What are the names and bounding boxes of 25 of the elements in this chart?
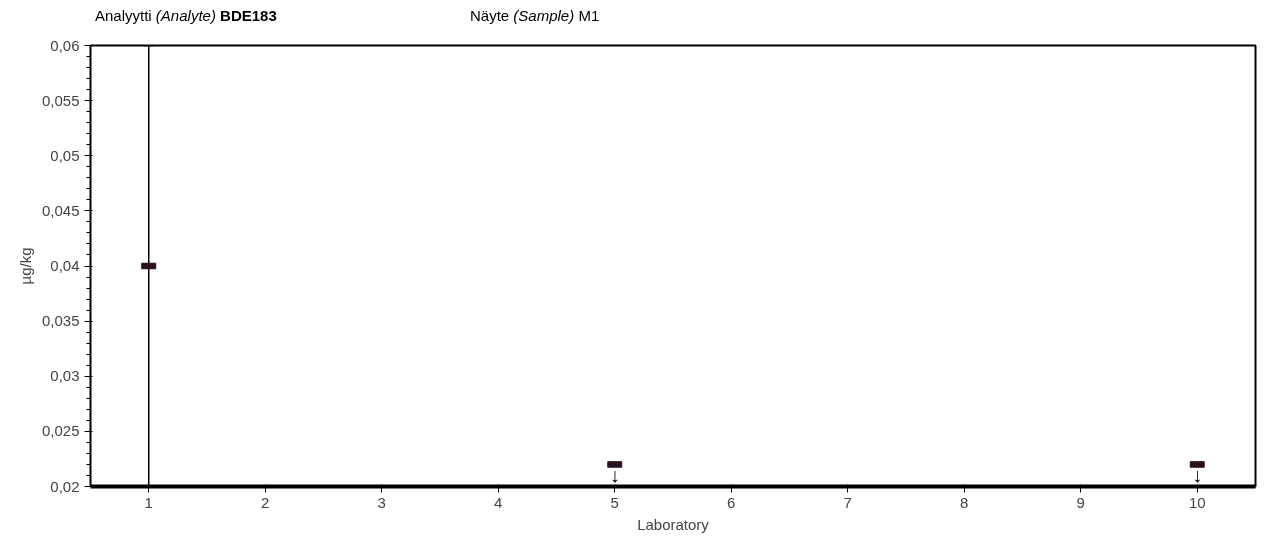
x-tick-label: 8 [960, 493, 969, 511]
y-tick-label: 0,025 [41, 422, 80, 440]
x-tick-label: 5 [610, 493, 619, 511]
y-tick-label: 0,05 [50, 146, 80, 164]
annotation: ↓ [609, 464, 620, 487]
y-tick-label: 0,055 [41, 91, 80, 109]
x-tick-label: 6 [727, 493, 736, 511]
x-tick-label: 1 [144, 493, 153, 511]
x-tick-label: 9 [1076, 493, 1085, 511]
chart-title: Analyytti (Analyte) BDE183 [95, 6, 278, 26]
x-tick-label: 2 [261, 493, 270, 511]
y-tick-label: 0,03 [50, 367, 80, 385]
y-axis-title: µg/kg [16, 247, 34, 285]
x-axis-title: Laboratory [637, 515, 710, 533]
x-tick-label: 3 [377, 493, 386, 511]
x-tick-label: 4 [494, 493, 503, 511]
y-tick-label: 0,06 [50, 36, 80, 54]
x-tick-label: 7 [843, 493, 852, 511]
y-tick-label: 0,02 [50, 477, 80, 495]
annotation: ↓ [1192, 464, 1203, 487]
chart-subtitle: Näyte (Sample) M1 [470, 7, 600, 24]
x-tick-label: 10 [1188, 493, 1206, 511]
y-tick-label: 0,035 [41, 312, 80, 330]
y-tick-label: 0,04 [50, 257, 80, 274]
y-tick-label: 0,045 [41, 201, 80, 219]
